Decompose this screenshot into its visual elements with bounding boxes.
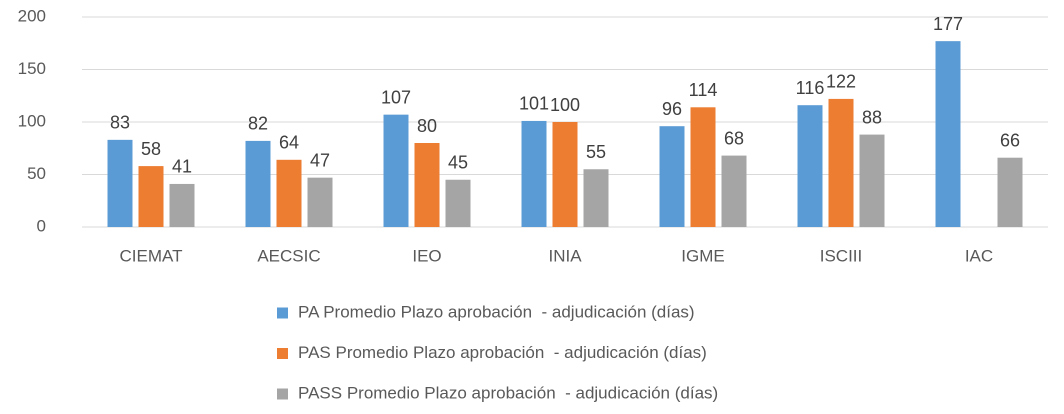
data-label: 114 [689,80,718,100]
x-tick-label: INIA [548,246,582,265]
bar [797,105,823,227]
bar [414,143,440,227]
bar [445,179,471,227]
data-label: 47 [310,150,330,170]
y-tick-label: 50 [27,164,46,183]
bar [552,122,578,227]
x-tick-label: IGME [681,246,724,265]
bar [169,183,195,227]
bar [721,155,747,227]
bar [997,157,1023,227]
data-label: 45 [448,153,468,173]
legend-marker [277,348,288,359]
legend-marker [277,307,288,319]
bar [307,177,333,227]
data-label: 107 [381,87,411,107]
data-label: 116 [796,78,825,98]
y-tick-label: 0 [37,216,46,235]
bar [383,114,409,227]
data-label: 101 [519,94,549,114]
data-label: 83 [110,113,130,133]
bar [690,107,716,227]
bar [583,169,609,227]
data-label: 96 [662,99,682,119]
legend-label: PASS Promedio Plazo aprobación - adjudic… [298,383,718,402]
x-tick-label: AECSIC [257,246,320,265]
data-label: 177 [933,14,963,34]
bar [245,140,271,227]
y-tick-label: 150 [18,59,46,78]
data-label: 64 [279,133,299,153]
data-label: 122 [826,72,856,92]
bar [659,126,685,227]
y-tick-label: 100 [18,111,46,130]
bar [138,166,164,227]
x-tick-label: ISCIII [820,246,863,265]
bar [859,134,885,227]
x-tick-label: CIEMAT [120,246,183,265]
data-label: 80 [417,116,437,136]
x-tick-label: IEO [412,246,441,265]
data-label: 41 [172,157,192,177]
data-label: 100 [550,95,580,115]
data-label: 55 [586,142,606,162]
bar [276,159,302,227]
data-label: 66 [1000,130,1020,150]
legend-label: PA Promedio Plazo aprobación - adjudicac… [298,302,695,321]
data-label: 82 [248,114,268,134]
x-tick-label: IAC [965,246,993,265]
legend-label: PAS Promedio Plazo aprobación - adjudica… [298,343,707,362]
bar [107,139,133,227]
y-tick-label: 200 [18,6,46,25]
data-label: 68 [724,128,744,148]
data-label: 88 [862,107,882,127]
bar [521,120,547,227]
legend-marker [277,388,288,400]
bar [935,41,961,228]
data-label: 58 [141,139,161,159]
bar [828,98,854,228]
